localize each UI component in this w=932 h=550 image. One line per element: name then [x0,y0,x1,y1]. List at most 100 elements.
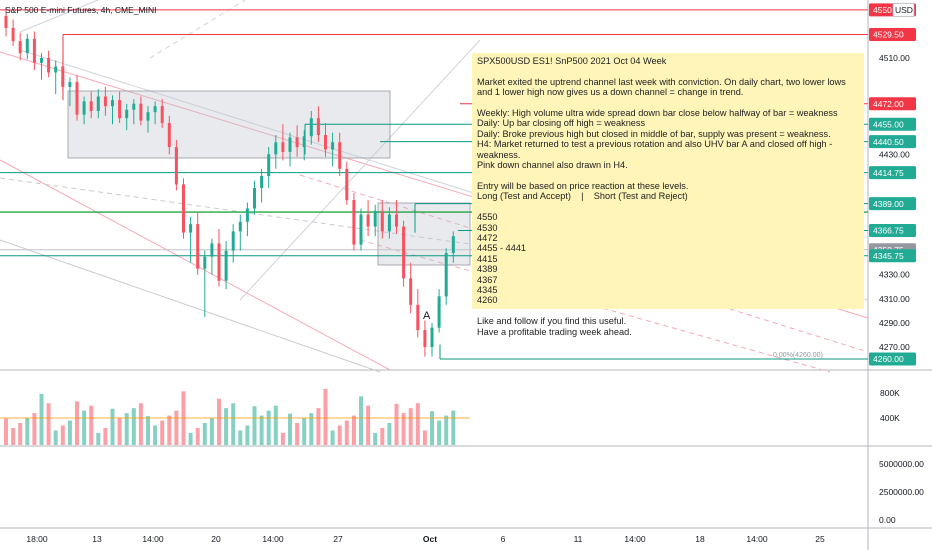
candle-body [4,15,8,28]
candle-body [47,58,51,73]
trend-line [0,239,381,373]
candle-body [153,106,157,113]
note-line: Entry will be based on price reaction at… [477,180,689,191]
volume-tick-label: 400K [880,413,900,423]
candle-body [61,66,65,87]
candle-body [359,214,363,245]
candles [4,7,455,357]
volume-bar [373,432,378,445]
candle-body [316,118,320,136]
candle-body [302,136,306,148]
candle-body [167,123,171,148]
volume-bar [437,420,442,445]
time-tick-label: 14:00 [624,534,646,544]
chart-symbol: S&P 500 E-mini Futures, 4h, CME_MINI [5,5,156,15]
fib-label: 0.00%(4260.00) [773,352,823,359]
price-label-text: 4455.00 [873,119,904,129]
time-tick-label: 6 [501,534,506,544]
volume-bar [224,408,229,445]
volume-tick-label: 800K [880,388,900,398]
currency-label: USD [895,5,913,15]
candle-body [423,330,427,347]
note-line: Market exited the uptrend channel last w… [477,76,846,87]
note-line: H4: Market returned to test a previous r… [477,139,835,160]
candle-body [75,82,79,115]
price-tick-label: 4310.00 [879,294,910,304]
note-line: and 1 lower high now gives us a down cha… [477,87,744,98]
candle-body [68,82,72,87]
candle-body [32,38,36,63]
volume-bar [430,411,434,445]
candle-body [309,118,313,137]
candle-body [160,106,164,124]
note-line: 4367 [477,274,498,285]
trend-line [239,39,481,301]
volume-bar [75,401,79,445]
volume-bar [25,418,30,445]
candle-body [409,278,413,305]
price-label-box [869,166,916,180]
time-tick-label: 11 [574,534,583,544]
volume-bar [280,432,285,445]
candle-body [253,188,256,209]
candle-body [82,101,86,115]
volume-bar [309,413,314,445]
price-tick-label: 4330.00 [879,270,910,280]
price-label-text: 4440.50 [873,137,904,147]
volume-bar [344,420,349,445]
note-line: Long (Test and Accept) | Short (Test and… [477,191,688,202]
candle-body [111,100,114,107]
price-label-text: 4366.75 [873,226,904,236]
volume-bar [351,415,356,445]
candle-body [437,296,441,328]
candle-body [217,243,221,281]
candle-body [103,96,107,107]
price-label-text: 4529.50 [873,30,904,40]
volume-bar [231,403,236,445]
time-tick-label: Oct [423,534,437,544]
volume-bar [252,406,257,445]
volume-bar [174,410,179,445]
time-tick-label: 13 [92,534,102,544]
volume-bar [337,425,342,445]
price-label-box [869,117,916,131]
volume-bar [316,408,321,445]
volume-bar [195,427,200,445]
volume-bar [39,393,44,445]
volume-bar [53,430,58,445]
volume-bar [451,410,456,445]
candle-body [260,175,264,189]
note-line: Weekly: High volume ultra wide spread do… [477,108,838,119]
volume-bar [46,403,51,445]
indicator-tick-label: 5000000.00 [879,459,924,469]
candle-body [451,236,455,254]
note-line: Like and follow if you find this useful. [477,316,627,327]
volume-bar [103,427,108,445]
candle-body [196,224,200,269]
candle-body [146,112,150,121]
candle-body [238,221,242,232]
note-line [477,306,859,316]
candle-body [324,135,327,150]
candle-body [387,214,391,232]
volume-bar [209,418,214,445]
volume-bar [110,408,115,445]
annotation-a: A [423,310,431,322]
candle-body [366,214,370,227]
candle-body [18,41,22,54]
candle-body [54,66,58,73]
volume-bar [366,405,371,445]
candle-body [139,103,143,121]
candle-body [25,38,29,54]
volume-bar [380,427,385,445]
analysis-note: SPX500USD ES1! SnP500 2021 Oct 04 Week M… [472,53,864,337]
price-label-text: 4260.00 [873,354,904,364]
candle-body [338,142,342,169]
note-line [477,170,859,180]
note-body: Market exited the uptrend channel last w… [477,66,859,337]
volume-bar [138,403,143,445]
price-labels: 4550.00 4529.50 4472.00 4455.00 4440.50 4414.… [869,2,916,366]
candle-body [402,226,406,279]
volume-bar [11,427,16,445]
